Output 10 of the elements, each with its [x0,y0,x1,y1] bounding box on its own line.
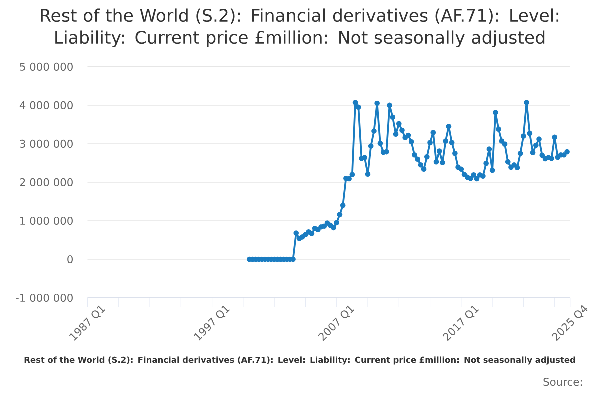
y-tick-label: -1 000 000 [16,294,73,302]
y-tick-label: 5 000 000 [20,62,73,71]
y-tick-label: 4 000 000 [20,101,73,110]
y-tick-label: 3 000 000 [20,140,73,148]
text: Rest of the World (S.2): Financial derivatives (AF.71): Level: Liability: Current price £million: Not seasonally adjusted [24,356,576,365]
source-note: Source: [544,378,582,386]
y-tick-label: 2 000 000 [20,178,73,186]
y-tick-label: 0 [68,255,73,264]
chart-title: Rest of the World (S.2): Financial derivatives (AF.71): Level: Liability: Current price £million: Not seasonally adjusted [41,8,559,48]
y-tick-label: 1 000 000 [20,216,73,226]
